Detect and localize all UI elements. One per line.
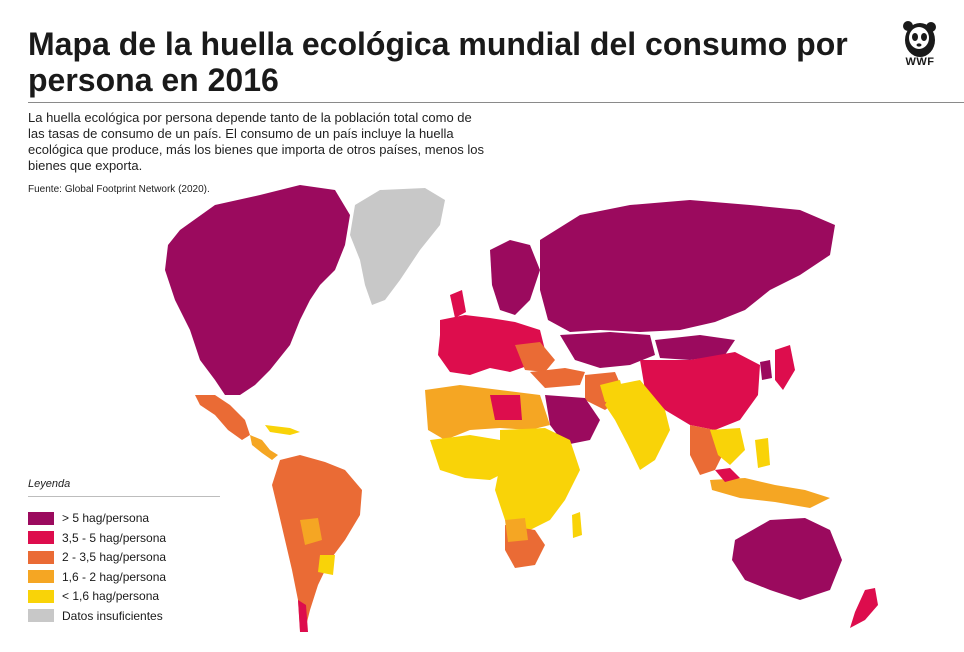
region-philippines [755,438,770,468]
panda-icon [903,21,936,57]
region-uk [450,290,466,318]
region-bolivia [300,518,322,545]
legend-swatch [28,570,54,583]
source-note: Fuente: Global Footprint Network (2020). [28,184,210,195]
region-paraguay-uruguay [318,555,335,575]
region-indonesia [710,478,830,508]
legend-label: > 5 hag/persona [62,511,150,525]
region-russia [540,200,835,332]
legend-swatch [28,511,54,525]
region-afghanistan [600,380,625,402]
region-europe-west [438,315,545,375]
legend-item: > 5 hag/persona [28,511,220,525]
region-south-asia [605,380,670,470]
region-south-america [272,455,362,630]
region-korea [760,360,772,380]
region-central-africa [495,428,580,530]
region-central-asia [560,332,655,368]
region-caribbean [265,425,300,435]
legend-item: 3,5 - 5 hag/persona [28,531,220,545]
legend-swatch [28,550,54,564]
legend-item: Datos insuficientes [28,609,220,623]
legend-label: 2 - 3,5 hag/persona [62,550,167,564]
region-malaysia [715,468,740,482]
region-indochina [710,428,745,465]
page-title: Mapa de la huella ecológica mundial del … [28,26,848,98]
region-china [640,352,760,430]
legend-items: > 5 hag/persona 3,5 - 5 hag/persona 2 - 3,… [28,511,220,623]
region-greenland [350,188,445,305]
region-japan [775,345,795,390]
legend-label: 3,5 - 5 hag/persona [62,530,167,545]
map-description: La huella ecológica por persona depende … [28,110,484,173]
legend-swatch [28,609,54,622]
region-balkans [515,342,555,372]
region-botswana-namibia [505,518,528,542]
legend-label: 1,6 - 2 hag/persona [62,569,167,584]
region-mexico [195,395,250,440]
region-scandinavia [490,240,540,315]
legend-swatch [28,589,54,603]
region-madagascar [572,512,582,538]
legend-swatch [28,531,54,544]
region-west-africa [430,435,510,480]
legend-label: Datos insuficientes [62,608,163,623]
region-mongolia [655,335,735,360]
world-map [165,185,878,632]
region-arabia [545,395,600,445]
region-new-zealand [850,588,878,628]
region-chile-south [298,600,308,632]
region-libya [490,395,522,420]
legend-label: < 1,6 hag/persona [62,589,160,603]
legend: Leyenda > 5 hag/persona 3,5 - 5 hag/perso… [28,478,220,628]
wwf-logo-text: WWF [905,56,935,68]
title-divider [28,102,964,103]
legend-item: 1,6 - 2 hag/persona [28,570,220,584]
legend-item: 2 - 3,5 hag/persona [28,550,220,564]
legend-item: < 1,6 hag/persona [28,589,220,603]
region-central-america [250,435,278,460]
legend-title: Leyenda [28,478,220,497]
region-turkey [530,368,585,388]
region-north-america [165,185,350,395]
region-australia [732,518,842,600]
